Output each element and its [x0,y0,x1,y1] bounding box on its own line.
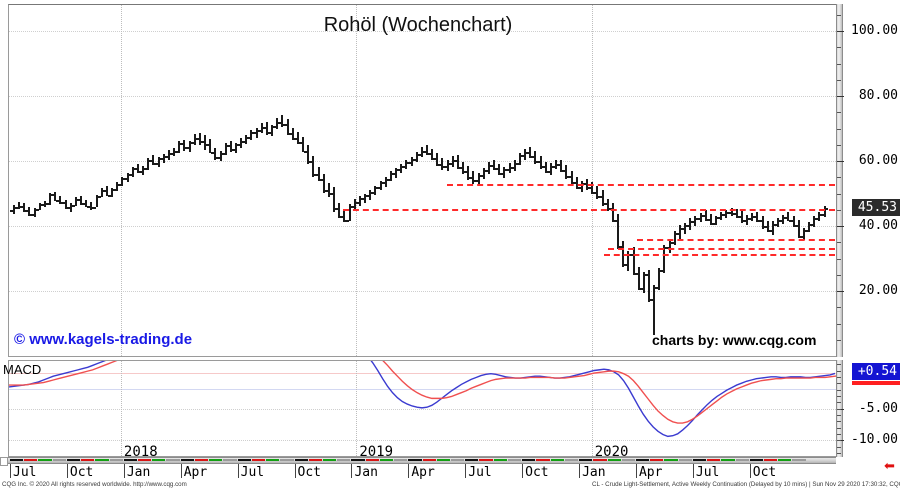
month-label: Apr [635,464,663,480]
time-axis-strip [8,457,836,464]
macd-value-tag: +0.54 [851,363,900,381]
price-axis[interactable]: 100.00 80.00 60.00 40.00 20.00 45.53 [836,4,900,357]
watermark-cqg: charts by: www.cqg.com [652,332,817,348]
month-label: Jan [351,464,378,480]
macd-signal-tag [852,381,900,386]
month-label: Apr [180,464,208,480]
footer-copyright: CQG Inc. © 2020 All rights reserved worl… [2,481,187,488]
footer-instrument-info: CL - Crude Light-Settlement, Active Week… [592,481,900,488]
month-label: Jul [237,464,265,480]
month-label: Jul [465,464,492,480]
month-label: Oct [294,464,322,480]
axis-corner [0,457,8,466]
left-arrow-icon[interactable]: ⬅ [884,458,895,473]
time-axis[interactable]: Jul Oct Jan Apr Jul Oct Jan Apr Jul Oct Jan Apr Jul O… [8,457,836,480]
year-label: 2019 [359,444,394,460]
year-label: 2018 [123,444,158,460]
macd-axis-scale [836,360,844,457]
month-label: Apr [408,464,435,480]
macd-indicator-label: MACD [3,362,42,377]
month-label: Oct [66,464,94,480]
month-label: Jan [123,464,151,480]
macd-series-svg [9,361,837,438]
month-label: Jul [692,464,720,480]
month-label: Oct [522,464,549,480]
price-chart-pane[interactable] [8,4,836,357]
year-label: 2020 [594,444,629,460]
price-axis-scale [836,4,844,357]
macd-chart-pane[interactable] [8,360,837,457]
month-label: Oct [749,464,777,480]
watermark-kagels-trading: © www.kagels-trading.de [14,331,193,348]
page-title: Rohöl (Wochenchart) [323,14,513,36]
macd-axis[interactable]: -5.00 -10.00 +0.54 [836,360,900,457]
month-label: Jul [9,464,37,480]
month-label: Jan [578,464,606,480]
last-price-tag: 45.53 [851,199,900,217]
